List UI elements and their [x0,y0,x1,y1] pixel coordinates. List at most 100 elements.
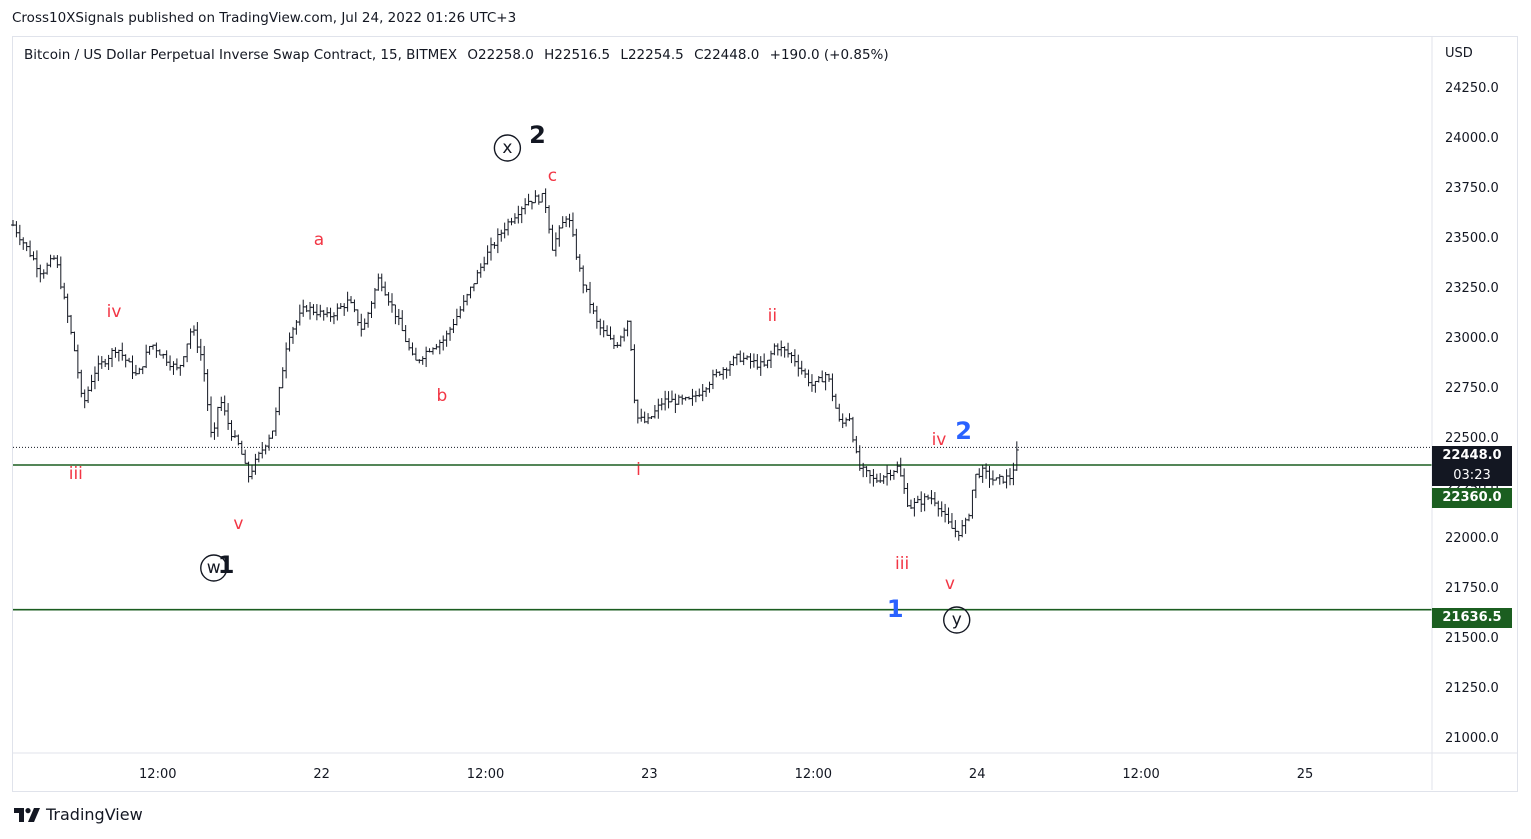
candle [588,281,593,314]
candle [745,355,750,361]
time-axis[interactable]: 12:00 22 12:00 23 12:00 24 12:00 25 [13,752,1517,782]
candle [290,326,295,344]
candle [273,407,278,436]
candle [844,417,849,427]
candle [65,293,70,324]
candle [905,482,910,508]
candle [809,374,814,392]
candle [625,320,630,337]
candle [427,348,432,353]
currency-label[interactable]: USD [1445,46,1473,61]
candle [922,493,927,512]
candle [277,386,282,416]
x-tick-label: 12:00 [795,767,832,782]
candle [226,403,231,430]
candle [827,373,832,382]
wave-label: 2 [529,121,546,149]
wave-label: ii [768,306,777,326]
candle [198,338,203,361]
candle [547,205,552,234]
candle [99,356,104,369]
candle [936,500,941,517]
candle [895,461,900,474]
candle [792,349,797,367]
chart-frame[interactable] [12,36,1518,792]
candle [881,475,886,484]
candle [410,342,415,356]
candle [140,366,145,375]
candle [601,320,606,338]
candle [413,347,418,361]
candle [72,331,77,352]
candle [48,254,53,268]
candle [888,469,893,481]
candle [263,444,268,455]
candle [475,269,480,285]
candle [287,332,292,352]
candle [509,217,514,226]
candle [523,198,528,215]
candle [383,281,388,296]
candle [485,245,490,265]
candle [396,308,401,326]
candle [301,299,306,317]
candle [372,288,377,309]
candle [239,440,244,455]
candle [308,301,313,320]
candle [267,434,272,451]
y-tick-label: 22000.0 [1445,531,1499,546]
candle [62,282,67,300]
candle [714,369,719,378]
y-tick-label: 21000.0 [1445,731,1499,746]
candle [560,216,565,229]
candle [506,218,511,236]
candle [219,396,224,412]
candle [748,353,753,369]
candle [495,228,500,254]
candle [280,367,285,389]
candle [34,250,39,278]
candle [553,232,558,257]
wave-label: i [636,460,641,480]
candle [202,345,207,382]
candle [205,369,210,411]
candle [260,441,265,459]
candle [11,219,15,227]
candle [529,200,534,210]
x-tick-label: 25 [1297,767,1314,782]
candle [178,364,183,376]
candle [584,284,589,293]
candle [615,342,620,348]
candle [106,354,111,370]
level-upper-value: 22360.0 [1442,490,1502,505]
wave-label: y [952,610,962,630]
wave-label: v [945,574,955,594]
brand-name: TradingView [46,805,143,824]
price-axis[interactable]: 21000.021250.021500.021750.022000.022250… [1431,37,1499,790]
candle [321,309,326,321]
candle [110,348,115,368]
candle [229,420,234,441]
candle [454,308,459,326]
candle [912,498,917,517]
y-tick-label: 23750.0 [1445,181,1499,196]
candle [519,206,524,224]
y-tick-label: 23000.0 [1445,331,1499,346]
candle [342,303,347,316]
candle [864,466,869,478]
candle [31,251,36,261]
candle [775,343,780,356]
candle [751,353,756,368]
candle [352,299,357,313]
candle [41,269,46,279]
candle [980,464,985,483]
last-price-tag: 22448.0 [1432,446,1512,466]
candle [543,188,548,214]
candle [502,222,507,239]
tradingview-logo[interactable]: TradingView [14,805,143,824]
candle [79,369,84,398]
candle [144,344,149,369]
candle [970,489,975,519]
